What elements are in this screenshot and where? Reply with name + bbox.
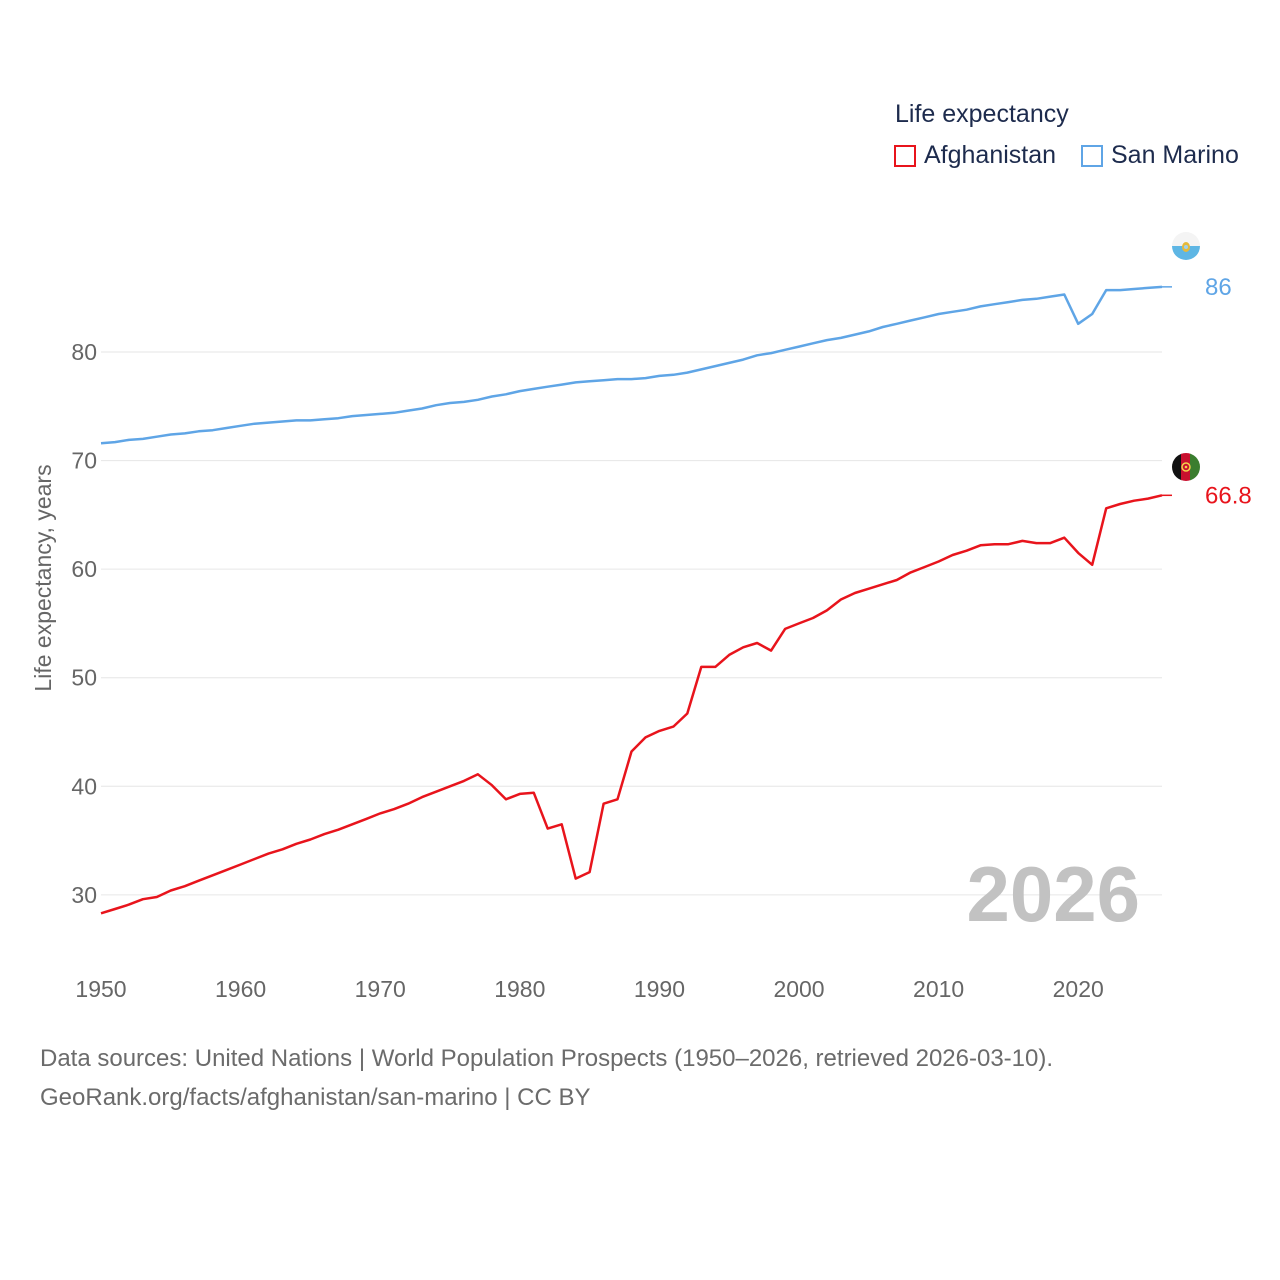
legend-title: Life expectancy bbox=[895, 100, 1069, 128]
current-year-label: 2026 bbox=[966, 850, 1140, 938]
y-tick-label: 70 bbox=[71, 448, 97, 474]
data-sources-text: Data sources: United Nations | World Pop… bbox=[40, 1045, 1054, 1072]
afghanistan-flag-icon bbox=[1172, 453, 1200, 481]
y-tick-label: 60 bbox=[71, 556, 97, 582]
y-axis-label: Life expectancy, years bbox=[30, 464, 56, 691]
x-tick-label: 1950 bbox=[75, 976, 126, 1002]
series-group: 66.8 86 bbox=[100, 274, 1252, 915]
y-tick-label: 50 bbox=[71, 665, 97, 691]
y-tick-label: 30 bbox=[71, 882, 97, 908]
san-marino-flag-icon bbox=[1172, 232, 1200, 260]
y-axis-ticks: 30 40 50 60 70 80 bbox=[71, 339, 97, 908]
x-axis-ticks: 1950 1960 1970 1980 1990 2000 2010 2020 bbox=[75, 976, 1103, 1002]
legend-item-san-marino[interactable]: San Marino bbox=[1081, 141, 1239, 170]
source-link-text[interactable]: GeoRank.org/facts/afghanistan/san-marino… bbox=[40, 1084, 591, 1111]
end-value-label-afghanistan: 66.8 bbox=[1205, 482, 1252, 509]
x-tick-label: 2020 bbox=[1053, 976, 1104, 1002]
x-tick-label: 1960 bbox=[215, 976, 266, 1002]
y-tick-label: 40 bbox=[71, 773, 97, 799]
legend-swatch-san-marino bbox=[1081, 144, 1103, 167]
legend-label-san-marino: San Marino bbox=[1111, 141, 1239, 169]
legend-label-afghanistan: Afghanistan bbox=[924, 141, 1057, 169]
x-tick-label: 1990 bbox=[634, 976, 685, 1002]
y-tick-label: 80 bbox=[71, 339, 97, 365]
x-tick-label: 2000 bbox=[773, 976, 824, 1002]
legend-swatch-afghanistan bbox=[894, 144, 916, 167]
series-line-afghanistan[interactable] bbox=[100, 494, 1163, 915]
series-line-san-marino[interactable] bbox=[100, 285, 1163, 445]
x-tick-label: 1980 bbox=[494, 976, 545, 1002]
grid bbox=[101, 351, 1162, 896]
x-tick-label: 2010 bbox=[913, 976, 964, 1002]
x-tick-label: 1970 bbox=[355, 976, 406, 1002]
end-value-label-san-marino: 86 bbox=[1205, 274, 1232, 301]
legend-item-afghanistan[interactable]: Afghanistan bbox=[894, 141, 1056, 170]
